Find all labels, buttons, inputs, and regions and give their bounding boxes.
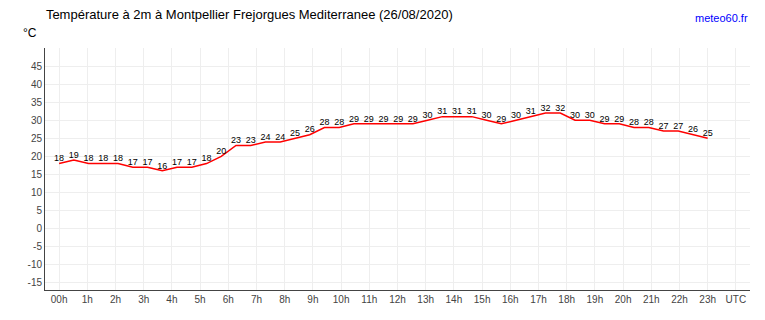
svg-text:31: 31 <box>437 106 447 116</box>
svg-text:2h: 2h <box>110 294 121 305</box>
svg-text:20h: 20h <box>615 294 632 305</box>
svg-text:24: 24 <box>260 132 270 142</box>
svg-text:-10: -10 <box>28 259 43 270</box>
svg-text:13h: 13h <box>417 294 434 305</box>
svg-text:27: 27 <box>673 121 683 131</box>
svg-text:32: 32 <box>555 103 565 113</box>
svg-text:6h: 6h <box>223 294 234 305</box>
svg-text:26: 26 <box>305 124 315 134</box>
svg-text:31: 31 <box>452 106 462 116</box>
svg-text:29: 29 <box>408 114 418 124</box>
svg-text:28: 28 <box>334 117 344 127</box>
svg-text:18: 18 <box>54 153 64 163</box>
svg-text:20: 20 <box>216 146 226 156</box>
svg-text:UTC: UTC <box>726 294 747 305</box>
svg-text:1h: 1h <box>82 294 93 305</box>
svg-text:17: 17 <box>187 157 197 167</box>
svg-text:40: 40 <box>31 79 43 90</box>
svg-text:5h: 5h <box>195 294 206 305</box>
svg-text:10: 10 <box>31 187 43 198</box>
svg-text:24: 24 <box>275 132 285 142</box>
svg-text:00h: 00h <box>51 294 68 305</box>
svg-text:30: 30 <box>31 115 43 126</box>
svg-text:17: 17 <box>172 157 182 167</box>
svg-text:3h: 3h <box>138 294 149 305</box>
svg-text:-15: -15 <box>28 277 43 288</box>
svg-text:32: 32 <box>541 103 551 113</box>
svg-text:23h: 23h <box>699 294 716 305</box>
svg-text:22h: 22h <box>671 294 688 305</box>
svg-text:17: 17 <box>128 157 138 167</box>
svg-text:4h: 4h <box>166 294 177 305</box>
svg-text:20: 20 <box>31 151 43 162</box>
svg-text:45: 45 <box>31 61 43 72</box>
svg-text:30: 30 <box>423 110 433 120</box>
svg-text:30: 30 <box>585 110 595 120</box>
svg-text:23: 23 <box>246 135 256 145</box>
svg-text:18: 18 <box>84 153 94 163</box>
svg-text:29: 29 <box>393 114 403 124</box>
svg-text:18: 18 <box>113 153 123 163</box>
svg-text:26: 26 <box>688 124 698 134</box>
svg-text:9h: 9h <box>307 294 318 305</box>
svg-text:meteo60.fr: meteo60.fr <box>695 12 748 24</box>
svg-text:30: 30 <box>570 110 580 120</box>
svg-text:°C: °C <box>23 26 37 40</box>
svg-text:18: 18 <box>98 153 108 163</box>
svg-text:29: 29 <box>349 114 359 124</box>
svg-text:17: 17 <box>143 157 153 167</box>
svg-text:12h: 12h <box>389 294 406 305</box>
svg-text:30: 30 <box>482 110 492 120</box>
svg-text:16h: 16h <box>502 294 519 305</box>
svg-text:16: 16 <box>157 161 167 171</box>
svg-text:-5: -5 <box>33 241 42 252</box>
svg-text:5: 5 <box>36 205 42 216</box>
svg-text:7h: 7h <box>251 294 262 305</box>
svg-text:10h: 10h <box>333 294 350 305</box>
svg-text:29: 29 <box>364 114 374 124</box>
svg-text:0: 0 <box>36 223 42 234</box>
svg-text:25: 25 <box>703 128 713 138</box>
svg-text:19: 19 <box>69 150 79 160</box>
svg-text:8h: 8h <box>279 294 290 305</box>
svg-text:14h: 14h <box>446 294 463 305</box>
svg-text:23: 23 <box>231 135 241 145</box>
svg-text:35: 35 <box>31 97 43 108</box>
svg-text:25: 25 <box>290 128 300 138</box>
svg-text:27: 27 <box>658 121 668 131</box>
svg-text:30: 30 <box>511 110 521 120</box>
svg-text:29: 29 <box>600 114 610 124</box>
svg-text:29: 29 <box>378 114 388 124</box>
svg-text:11h: 11h <box>361 294 377 305</box>
svg-text:29: 29 <box>614 114 624 124</box>
svg-text:18h: 18h <box>558 294 575 305</box>
svg-text:25: 25 <box>31 133 43 144</box>
svg-text:19h: 19h <box>587 294 604 305</box>
svg-text:15: 15 <box>31 169 43 180</box>
svg-text:28: 28 <box>644 117 654 127</box>
svg-text:21h: 21h <box>643 294 660 305</box>
svg-text:17h: 17h <box>530 294 547 305</box>
svg-text:28: 28 <box>629 117 639 127</box>
svg-text:Température à 2m à Montpellier: Température à 2m à Montpellier Frejorgue… <box>46 7 453 22</box>
svg-text:31: 31 <box>467 106 477 116</box>
svg-text:31: 31 <box>526 106 536 116</box>
svg-text:15h: 15h <box>474 294 491 305</box>
svg-text:28: 28 <box>319 117 329 127</box>
svg-text:18: 18 <box>202 153 212 163</box>
svg-text:29: 29 <box>496 114 506 124</box>
